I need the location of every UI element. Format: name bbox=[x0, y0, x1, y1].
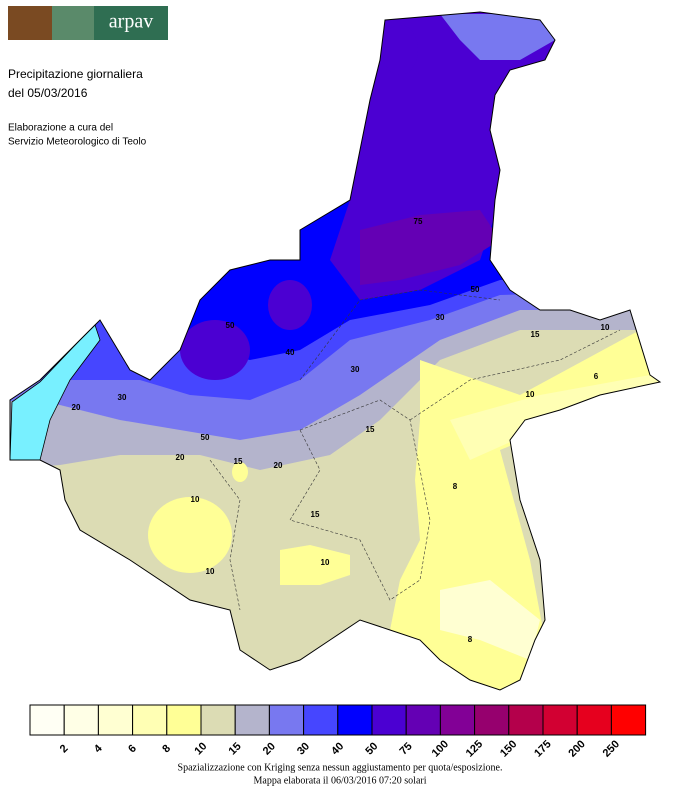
contour-label: 50 bbox=[201, 433, 210, 442]
contour-label: 10 bbox=[601, 323, 610, 332]
contour-label: 30 bbox=[118, 393, 127, 402]
footer-note: Mappa elaborata il 06/03/2016 07:20 sola… bbox=[253, 775, 426, 786]
credit: Elaborazione a cura del bbox=[8, 123, 113, 134]
contour-label: 10 bbox=[321, 558, 330, 567]
contour-label: 40 bbox=[286, 348, 295, 357]
legend-tick-label: 250 bbox=[601, 738, 622, 759]
legend-swatch bbox=[166, 704, 202, 736]
contour-label: 30 bbox=[351, 365, 360, 374]
legend-swatch bbox=[474, 704, 510, 736]
legend-tick-label: 40 bbox=[329, 740, 346, 757]
legend-tick-label: 75 bbox=[398, 740, 415, 757]
legend-swatch bbox=[610, 704, 647, 736]
contour-label: 8 bbox=[453, 482, 458, 491]
contour-label: 30 bbox=[436, 313, 445, 322]
legend-swatch bbox=[508, 704, 544, 736]
date: del 05/03/2016 bbox=[8, 86, 88, 100]
logo: arpav bbox=[8, 6, 168, 40]
contour-label: 15 bbox=[311, 510, 320, 519]
legend-tick-label: 2 bbox=[58, 743, 71, 756]
legend-swatch bbox=[371, 704, 407, 736]
contour-label: 10 bbox=[206, 567, 215, 576]
contour-label: 8 bbox=[468, 635, 473, 644]
region-border bbox=[9, 11, 662, 691]
legend-tick-label: 15 bbox=[227, 740, 244, 757]
precipitation-map bbox=[10, 12, 660, 690]
contour-label: 10 bbox=[191, 495, 200, 504]
legend-swatch bbox=[234, 704, 270, 736]
legend-tick-label: 100 bbox=[430, 738, 451, 759]
legend-swatch bbox=[97, 704, 134, 736]
legend-swatch bbox=[29, 704, 65, 736]
legend-tick-label: 20 bbox=[261, 740, 278, 757]
legend-swatch bbox=[200, 704, 236, 736]
legend-tick-label: 200 bbox=[566, 738, 587, 759]
contour-labels: 10 10 10 8 8 6 10 15 15 15 20 20 20 30 30 40 50 50 75 50 30 1… bbox=[72, 217, 610, 644]
footer-note: Spazializzazione con Kriging senza nessu… bbox=[178, 762, 503, 773]
title: Precipitazione giornaliera bbox=[8, 67, 143, 81]
legend-tick-label: 6 bbox=[126, 743, 139, 756]
contour-label: 10 bbox=[526, 390, 535, 399]
legend-tick-label: 175 bbox=[532, 738, 553, 759]
province-borders bbox=[209, 289, 621, 611]
legend-swatch bbox=[576, 704, 612, 736]
legend-tick-label: 50 bbox=[363, 740, 380, 757]
legend-swatch bbox=[337, 704, 373, 736]
legend-swatch bbox=[405, 704, 441, 736]
contour-label: 6 bbox=[594, 372, 599, 381]
contour-label: 20 bbox=[72, 403, 81, 412]
contour-label: 20 bbox=[176, 453, 185, 462]
credit: Servizio Meteorologico di Teolo bbox=[8, 137, 147, 148]
legend-tick-label: 10 bbox=[192, 740, 209, 757]
contour-label: 50 bbox=[471, 285, 480, 294]
legend-tick-label: 30 bbox=[295, 740, 312, 757]
legend-swatch bbox=[63, 704, 99, 736]
contour-label: 50 bbox=[226, 321, 235, 330]
contour-label: 15 bbox=[531, 330, 540, 339]
logo-text: arpav bbox=[109, 11, 153, 33]
legend-swatch bbox=[132, 704, 168, 736]
legend-tick-label: 8 bbox=[160, 743, 173, 756]
legend-swatch bbox=[268, 704, 305, 736]
contour-label: 20 bbox=[274, 461, 283, 470]
legend-swatch bbox=[439, 704, 476, 736]
contour-label: 15 bbox=[234, 457, 243, 466]
contour-label: 75 bbox=[414, 217, 423, 226]
legend-swatch bbox=[303, 704, 339, 736]
legend-swatch bbox=[542, 704, 578, 736]
legend: 2 4 6 8 10 15 20 30 40 50 75 100 125 150 175 200 250 bbox=[29, 704, 647, 760]
legend-tick-label: 125 bbox=[464, 738, 485, 759]
contour-label: 15 bbox=[366, 425, 375, 434]
legend-tick-label: 4 bbox=[92, 742, 105, 755]
legend-tick-label: 150 bbox=[498, 738, 519, 759]
